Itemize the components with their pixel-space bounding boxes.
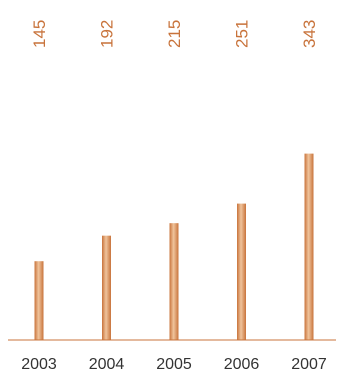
x-tick-label-2006: 2006 (224, 356, 260, 373)
value-label-2005: 215 (165, 20, 184, 48)
value-label-2007: 343 (300, 20, 319, 48)
value-label-2004: 192 (98, 20, 117, 48)
x-tick-label-2004: 2004 (89, 356, 125, 373)
bars-group (34, 153, 314, 340)
value-label-2006: 251 (233, 20, 252, 48)
bar-2004 (102, 235, 111, 340)
bar-2003 (34, 261, 44, 340)
x-tick-label-2007: 2007 (291, 356, 327, 373)
x-tick-labels-group: 2003 2004 2005 2006 2007 (21, 356, 327, 373)
bar-2006 (237, 203, 246, 340)
x-tick-label-2005: 2005 (156, 356, 192, 373)
x-tick-label-2003: 2003 (21, 356, 57, 373)
bar-2005 (169, 223, 179, 340)
value-label-2003: 145 (30, 20, 49, 48)
value-labels-group: 145 192 215 251 343 (30, 20, 319, 48)
bar-2007 (304, 153, 314, 340)
